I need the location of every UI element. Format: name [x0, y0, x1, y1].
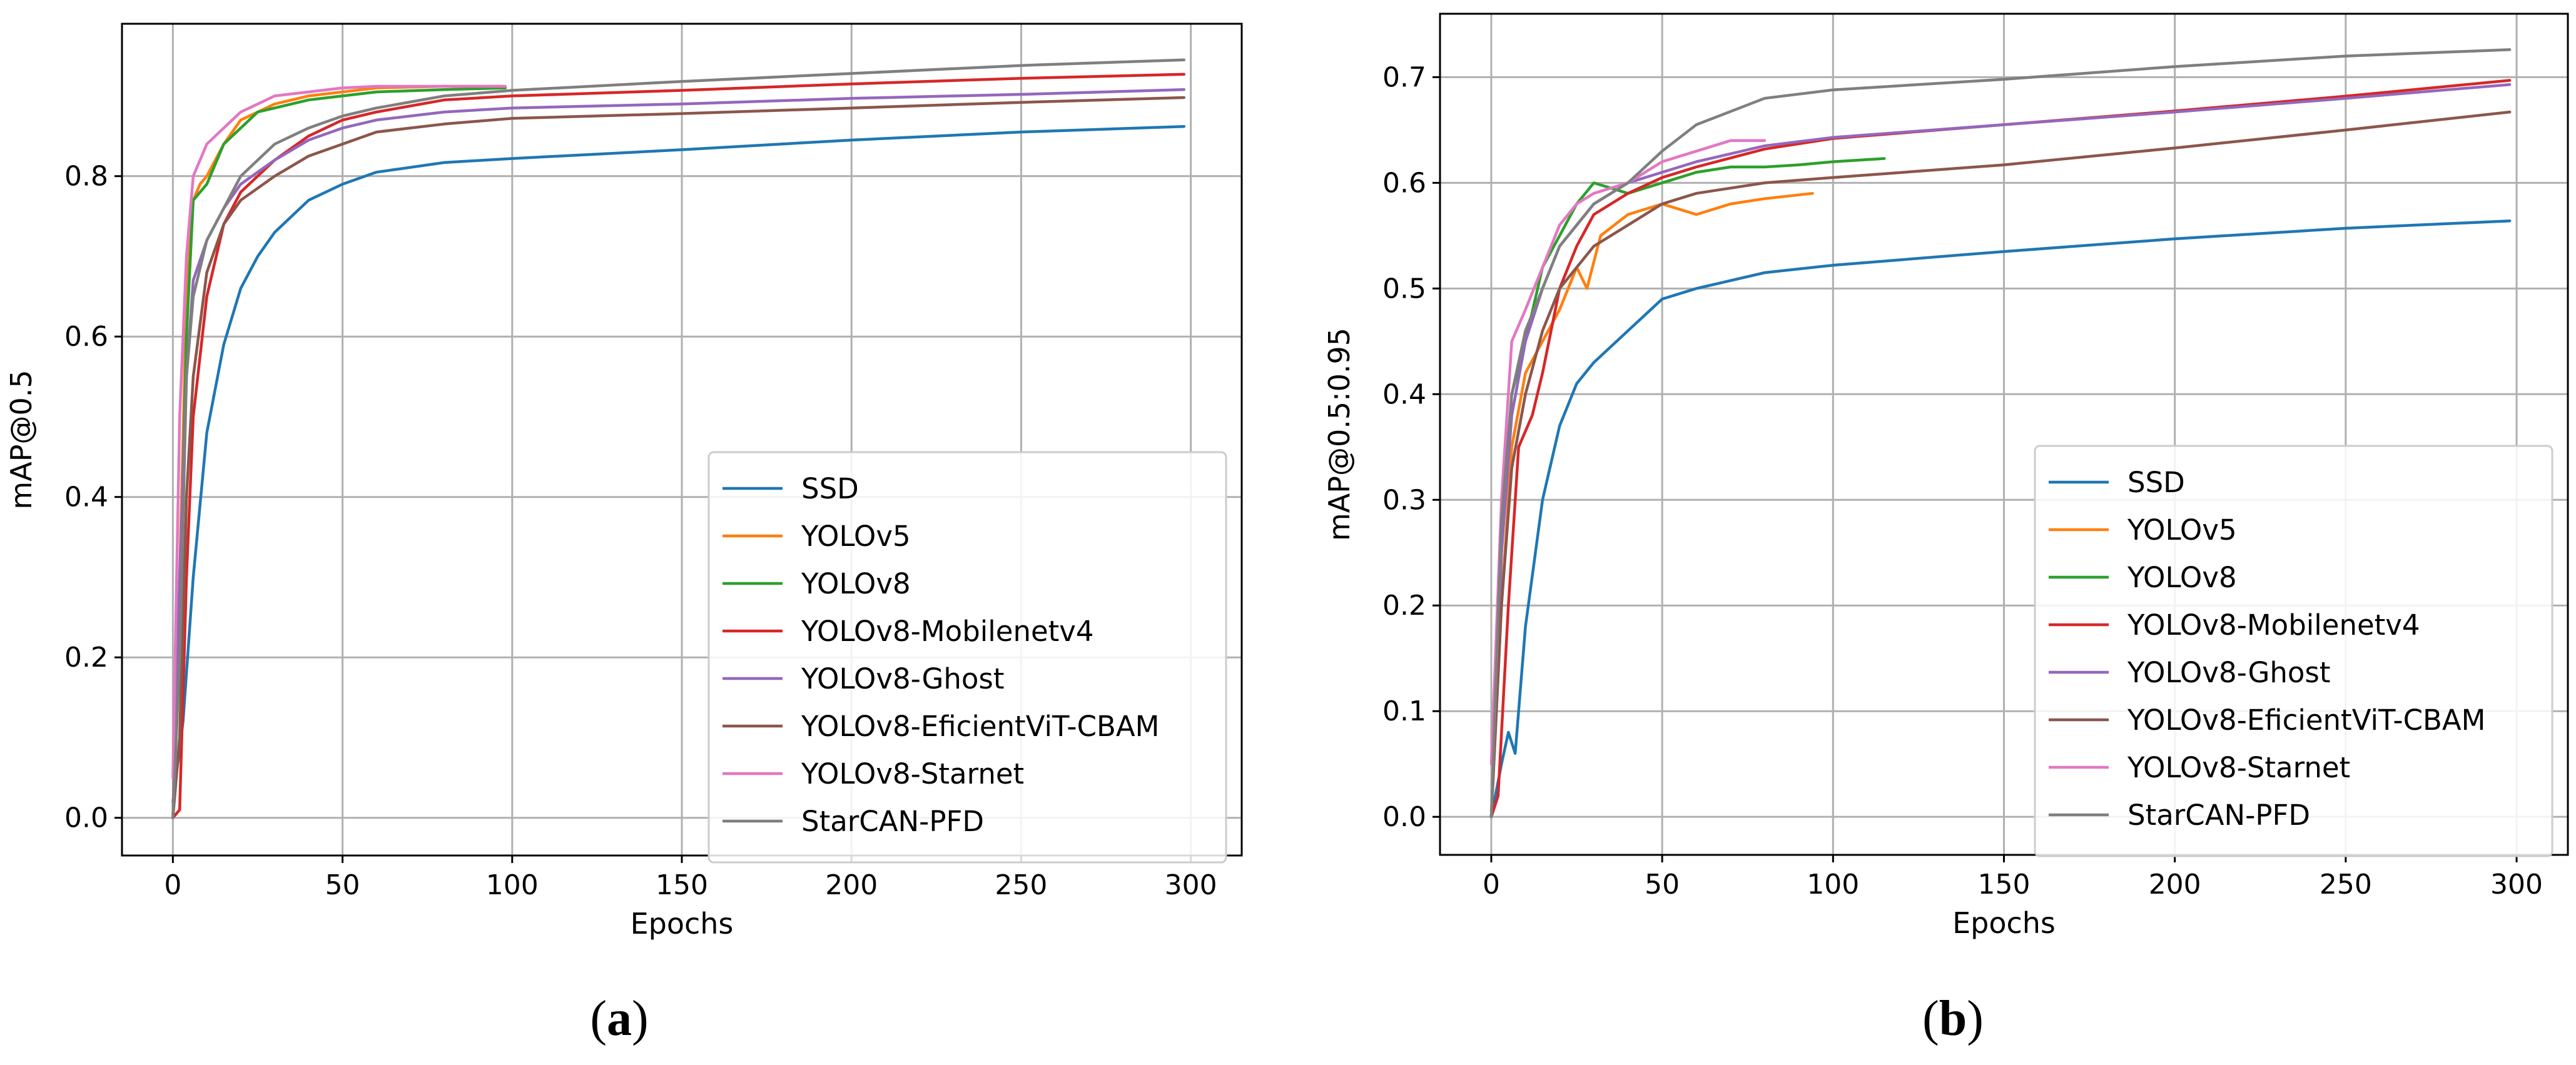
- x-tick-label-a-1: 50: [325, 869, 360, 901]
- caption-letter-b: b: [1939, 991, 1967, 1046]
- y-axis-label-b: mAP@0.5:0.95: [1322, 328, 1356, 541]
- y-tick-label-a-3: 0.6: [64, 321, 108, 353]
- series-line-b-starcan-pfd: [1489, 48, 2512, 819]
- y-axis-label-a: mAP@0.5: [4, 370, 38, 509]
- x-tick-label-b-4: 200: [2149, 869, 2201, 901]
- series-group-b: [1489, 48, 2512, 819]
- chart-panel-b: 0 50 100 150 200 250 300 0.0 0.1 0.2 0.3 0.4 0.5 0.6 0…: [1322, 13, 2569, 1046]
- y-tick-label-a-2: 0.4: [64, 482, 108, 513]
- x-tick-label-b-1: 50: [1645, 869, 1680, 901]
- legend-label-b-2: YOLOv8: [2127, 561, 2237, 594]
- legend-label-a-5: YOLOv8-EficientViT-CBAM: [801, 710, 1160, 743]
- legend-label-a-0: SSD: [801, 472, 859, 505]
- legend-label-b-4: YOLOv8-Ghost: [2127, 656, 2331, 689]
- series-line-b-yolov8-ghost: [1489, 83, 2512, 819]
- ticks-a: 0 50 100 150 200 250 300 0.0 0.2 0.4 0.6 0.8: [64, 161, 1217, 901]
- series-line-b-yolov8-eficientvit-cbam: [1489, 110, 2512, 819]
- legend-box-b: [2034, 445, 2553, 857]
- y-tick-label-a-4: 0.8: [64, 161, 108, 193]
- x-tick-label-b-3: 150: [1978, 869, 2031, 901]
- x-tick-label-a-5: 250: [995, 869, 1047, 901]
- series-line-b-yolov8: [1489, 157, 1886, 819]
- x-tick-label-b-6: 300: [2490, 869, 2543, 901]
- x-tick-label-b-0: 0: [1483, 869, 1500, 901]
- y-tick-label-b-7: 0.7: [1382, 61, 1426, 93]
- y-tick-label-b-0: 0.0: [1382, 801, 1426, 833]
- x-tick-label-a-2: 100: [486, 869, 539, 901]
- series-line-b-yolov5: [1489, 191, 1814, 819]
- x-tick-label-a-4: 200: [825, 869, 878, 901]
- series-line-a-yolov8-eficientvit-cbam: [171, 96, 1186, 819]
- series-line-b-ssd: [1489, 219, 2512, 819]
- legend-label-a-7: StarCAN-PFD: [801, 805, 984, 838]
- legend-box-a: [707, 451, 1227, 864]
- y-tick-label-b-3: 0.3: [1382, 484, 1426, 516]
- legend-label-b-1: YOLOv5: [2127, 513, 2237, 547]
- caption-a: (a): [590, 991, 648, 1046]
- series-line-a-yolov8-starnet: [171, 84, 507, 779]
- y-tick-label-b-1: 0.1: [1382, 695, 1426, 727]
- y-tick-label-a-0: 0.0: [64, 802, 108, 834]
- y-tick-label-a-1: 0.2: [64, 642, 108, 674]
- series-group-a: [171, 58, 1186, 819]
- series-line-a-starcan-pfd: [171, 58, 1186, 819]
- legend-label-b-5: YOLOv8-EficientViT-CBAM: [2127, 704, 2486, 737]
- x-tick-label-b-2: 100: [1807, 869, 1859, 901]
- y-tick-label-b-5: 0.5: [1382, 273, 1426, 305]
- chart-panel-a: 0 50 100 150 200 250 300 0.0 0.2 0.4 0.6 0.8 Epochs…: [4, 23, 1243, 1046]
- series-line-a-yolov8-mobilenetv4: [171, 73, 1186, 819]
- x-axis-label-a: Epochs: [631, 907, 734, 941]
- x-tick-label-a-0: 0: [164, 869, 181, 901]
- legend-label-b-3: YOLOv8-Mobilenetv4: [2127, 608, 2420, 642]
- caption-letter-a: a: [607, 991, 632, 1046]
- legend-label-a-4: YOLOv8-Ghost: [801, 662, 1005, 695]
- legend-label-b-6: YOLOv8-Starnet: [2127, 751, 2350, 784]
- x-tick-label-a-3: 150: [656, 869, 708, 901]
- legend-b: SSD YOLOv5 YOLOv8 YOLOv8-Mobilenetv4 YOLOv8-…: [2034, 445, 2553, 857]
- series-line-a-yolov8: [171, 86, 507, 819]
- x-axis-label-b: Epochs: [1952, 906, 2056, 940]
- y-tick-label-b-2: 0.2: [1382, 590, 1426, 622]
- legend-label-a-1: YOLOv5: [801, 520, 911, 553]
- legend-label-a-2: YOLOv8: [801, 567, 911, 600]
- series-line-b-yolov8-starnet: [1489, 139, 1767, 765]
- legend-label-a-3: YOLOv8-Mobilenetv4: [801, 615, 1094, 648]
- x-tick-label-a-6: 300: [1165, 869, 1217, 901]
- x-tick-label-b-5: 250: [2320, 869, 2372, 901]
- legend-a: SSD YOLOv5 YOLOv8 YOLOv8-Mobilenetv4 YOLOv8-…: [707, 451, 1227, 864]
- ticks-b: 0 50 100 150 200 250 300 0.0 0.1 0.2 0.3 0.4 0.5 0.6 0…: [1382, 61, 2543, 901]
- series-line-a-ssd: [171, 124, 1186, 804]
- legend-label-b-7: StarCAN-PFD: [2127, 799, 2310, 832]
- legend-label-b-0: SSD: [2127, 466, 2185, 499]
- series-line-a-yolov5: [171, 84, 504, 819]
- y-tick-label-b-4: 0.4: [1382, 378, 1426, 410]
- y-tick-label-b-6: 0.6: [1382, 167, 1426, 199]
- legend-label-a-6: YOLOv8-Starnet: [801, 757, 1024, 790]
- caption-b: (b): [1922, 991, 1984, 1046]
